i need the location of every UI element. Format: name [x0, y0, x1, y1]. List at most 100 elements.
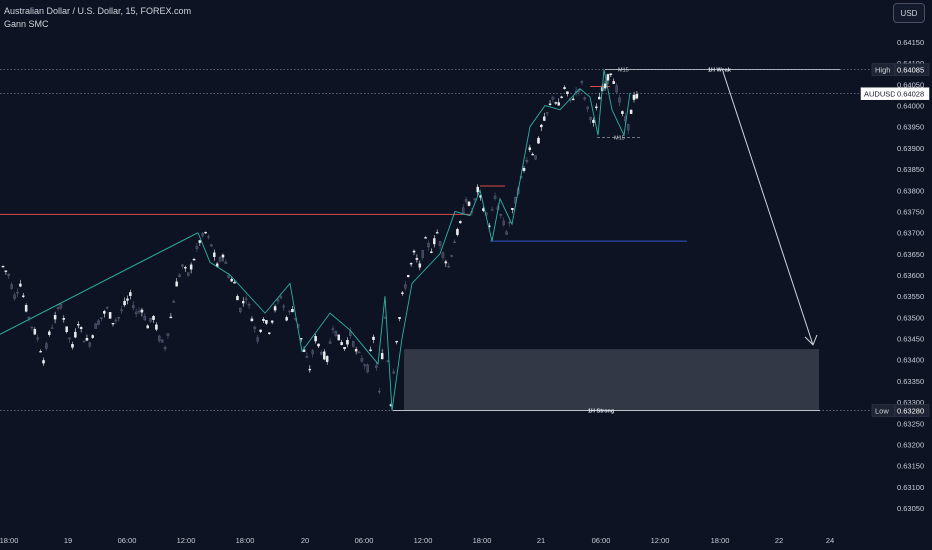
candle-body	[103, 311, 106, 314]
y-tick-label: 0.63250	[897, 419, 924, 428]
candle-body	[10, 284, 13, 289]
demand-zone	[404, 349, 819, 411]
candle-body	[583, 97, 587, 100]
tag-value-bg	[894, 404, 930, 417]
candle-body	[424, 237, 427, 239]
tag-name: High	[875, 66, 890, 75]
candle-body	[163, 346, 167, 350]
candle-body	[461, 207, 465, 215]
candle-body	[230, 278, 233, 282]
tag-value: 0.64085	[897, 66, 924, 75]
candle-body	[366, 364, 369, 373]
candle-body	[612, 81, 615, 85]
candle-body	[632, 94, 636, 100]
candle-body	[609, 73, 613, 76]
candle-body	[615, 85, 618, 93]
candle-body	[415, 258, 419, 260]
y-tick-label: 0.63200	[897, 440, 924, 449]
candle-body	[282, 305, 286, 308]
candle-body	[311, 350, 314, 355]
candle-body	[221, 254, 225, 258]
y-tick-label: 0.63800	[897, 186, 924, 195]
candle-body	[563, 87, 566, 89]
candle-body	[328, 341, 332, 344]
candle-body	[62, 318, 66, 320]
candle-body	[459, 221, 462, 224]
candle-body	[435, 232, 439, 234]
candle-body	[606, 74, 610, 81]
candle-body	[36, 337, 39, 340]
x-tick-label: 18:00	[0, 536, 18, 545]
weak-high-label: 1H Weak	[708, 68, 732, 74]
candle-body	[285, 317, 288, 321]
candle-body	[169, 316, 173, 319]
currency-button[interactable]: USD	[893, 3, 925, 23]
y-tick-label: 0.63150	[897, 462, 924, 471]
candle-body	[360, 358, 364, 362]
overlays-layer: M15 M15 1H Weak 1H Strong	[0, 68, 818, 415]
y-tick-label: 0.63350	[897, 377, 924, 386]
candle-body	[59, 304, 63, 309]
time-axis[interactable]: 18:00 19 06:00 12:00 18:00 20 06:00 12:00 18:00 2…	[0, 536, 834, 545]
candle-body	[531, 153, 534, 156]
candle-body	[308, 368, 312, 371]
candle-body	[299, 338, 303, 340]
candle-body	[259, 329, 262, 332]
candle-body	[204, 231, 207, 234]
candle-body	[268, 332, 271, 334]
candle-body	[357, 351, 361, 354]
candle-body	[85, 337, 89, 341]
candle-body	[117, 316, 121, 319]
candle-body	[189, 264, 193, 270]
y-tick-label: 0.63100	[897, 483, 924, 492]
candle-body	[354, 349, 358, 352]
candle-body	[94, 323, 97, 329]
y-tick-label: 0.63300	[897, 398, 924, 407]
candle-body	[412, 250, 416, 253]
price-axis[interactable]: 0.641500.641000.640500.640000.639500.639…	[897, 38, 924, 513]
candle-body	[140, 309, 144, 313]
m15-low-label: M15	[614, 135, 625, 141]
candle-body	[375, 365, 378, 368]
x-tick-label: 20	[301, 536, 309, 545]
candle-body	[253, 326, 257, 330]
candle-body	[589, 117, 592, 120]
candle-body	[105, 307, 109, 309]
candle-body	[126, 298, 129, 301]
tag-value: 0.64028	[897, 90, 924, 99]
candle-body	[71, 344, 74, 348]
candle-body	[166, 333, 170, 336]
candle-body	[447, 265, 451, 268]
x-tick-label: 06:00	[592, 536, 611, 545]
tag-value: 0.63280	[897, 407, 924, 416]
candle-body	[42, 360, 45, 364]
y-tick-label: 0.64000	[897, 102, 924, 111]
candle-body	[239, 307, 242, 313]
candle-body	[77, 324, 80, 326]
candle-body	[346, 340, 349, 345]
y-tick-label: 0.63950	[897, 123, 924, 132]
x-tick-label: 06:00	[355, 536, 374, 545]
candle-body	[155, 324, 158, 330]
candle-body	[45, 343, 48, 349]
candle-body	[392, 371, 396, 374]
candle-body	[88, 342, 92, 347]
candle-body	[152, 316, 155, 320]
candle-body	[323, 351, 326, 360]
candle-body	[39, 351, 42, 353]
y-tick-label: 0.64050	[897, 80, 924, 89]
candle-body	[158, 335, 161, 342]
candle-body	[502, 220, 505, 226]
candles-layer	[1, 73, 639, 407]
candle-body	[192, 259, 196, 261]
candle-body	[525, 160, 529, 163]
chart-legend: Australian Dollar / U.S. Dollar, 15, FOR…	[4, 5, 191, 31]
candle-body	[395, 340, 398, 343]
candle-body	[68, 337, 71, 340]
candle-body	[528, 147, 532, 151]
candle-body	[418, 263, 422, 268]
y-tick-label: 0.63500	[897, 313, 924, 322]
tag-name: Low	[875, 407, 889, 416]
